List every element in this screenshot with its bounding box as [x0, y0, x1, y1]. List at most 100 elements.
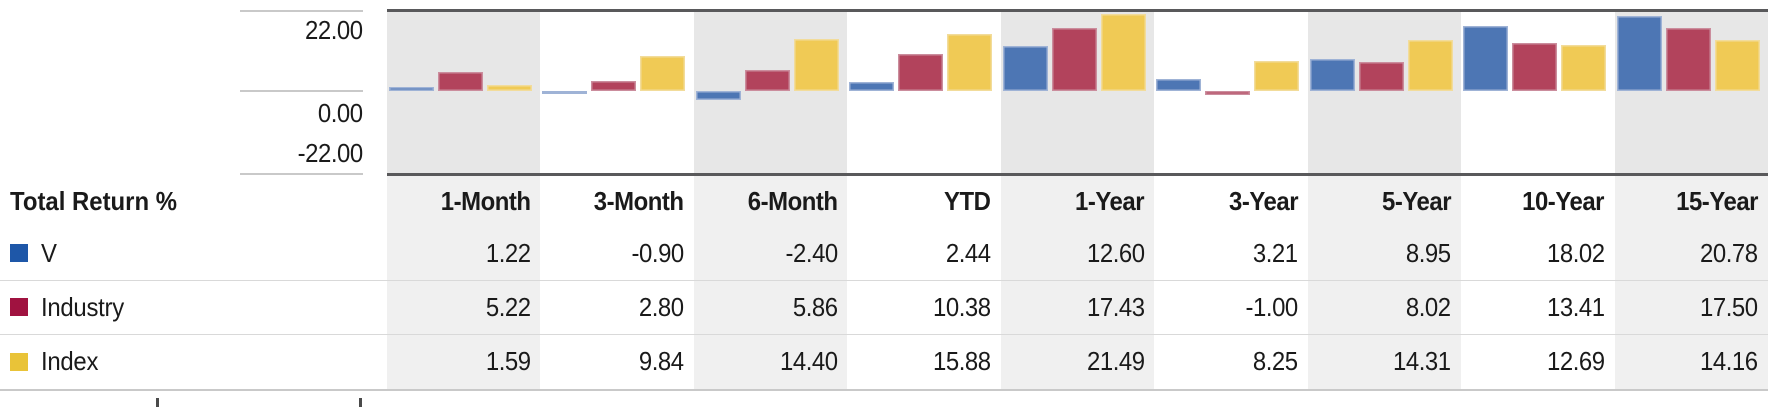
- bar-v-ytd: [849, 82, 895, 91]
- table-band-1-month: [387, 176, 541, 389]
- chart-column-6-month: [693, 12, 848, 173]
- y-axis-tick-0: [240, 90, 363, 92]
- table-row-industry: Industry 5.22 2.80 5.86 10.38 17.43 -1.00 8.02 1…: [0, 280, 1768, 334]
- column-header-10-year: 10-Year: [1522, 185, 1605, 216]
- table-title: Total Return %: [10, 185, 178, 216]
- bar-industry-5-year: [1358, 62, 1404, 91]
- y-axis-label-22: 22.00: [305, 15, 363, 45]
- series-legend-v: V: [0, 238, 387, 269]
- cell-index-15-year: 14.16: [1700, 346, 1758, 376]
- cell-index-6-month: 14.40: [779, 346, 838, 376]
- bar-index-6-month: [793, 39, 839, 91]
- bar-industry-1-month: [438, 72, 483, 91]
- column-header-6-month: 6-Month: [747, 185, 838, 216]
- column-header-3-month: 3-Month: [594, 185, 684, 216]
- chart-column-15-year: [1614, 12, 1768, 173]
- bar-v-5-year: [1309, 59, 1355, 91]
- cell-industry-1-year: 17.43: [1086, 291, 1145, 322]
- bar-index-3-year: [1254, 61, 1300, 91]
- series-legend-index: Index: [0, 346, 387, 377]
- bar-industry-ytd: [898, 54, 944, 91]
- cell-v-1-month: 1.22: [485, 237, 531, 268]
- cell-v-3-month: -0.90: [631, 237, 685, 268]
- cell-index-ytd: 15.88: [933, 346, 991, 376]
- y-axis-label-0: 0.00: [318, 98, 363, 128]
- cell-v-6-month: -2.40: [785, 237, 838, 268]
- column-header-5-year: 5-Year: [1381, 185, 1452, 216]
- cell-industry-6-month: 5.86: [792, 291, 838, 322]
- bar-v-3-month: [542, 91, 588, 94]
- bar-industry-1-year: [1051, 28, 1097, 91]
- cell-v-1-year: 12.60: [1086, 237, 1145, 268]
- bar-industry-10-year: [1512, 43, 1558, 91]
- y-axis-tick-22: [240, 10, 363, 12]
- series-legend-industry: Industry: [0, 292, 387, 323]
- chart-column-1-month: [387, 12, 541, 173]
- table-band-15-year: [1614, 176, 1768, 389]
- cell-industry-10-year: 13.41: [1546, 291, 1605, 322]
- cell-index-1-year: 21.49: [1086, 346, 1145, 376]
- bar-index-10-year: [1561, 45, 1607, 91]
- cell-v-3-year: 3.21: [1252, 237, 1298, 268]
- bottom-tick-mark-2: [359, 398, 362, 407]
- bar-index-3-month: [640, 56, 686, 91]
- chart-column-10-year: [1461, 12, 1614, 173]
- series-label: Industry: [41, 291, 124, 322]
- bar-index-15-year: [1714, 40, 1760, 91]
- cell-index-10-year: 12.69: [1546, 346, 1605, 376]
- bar-v-6-month: [695, 91, 741, 100]
- table-band-6-month: [693, 176, 848, 389]
- table-row-index: Index 1.59 9.84 14.40 15.88 21.49 8.25 14.31 12.…: [0, 334, 1768, 389]
- bar-industry-15-year: [1665, 28, 1711, 91]
- column-header-1-month: 1-Month: [440, 185, 531, 216]
- chart-column-ytd: [847, 12, 1000, 173]
- table-band-1-year: [1000, 176, 1155, 389]
- chart-column-1-year: [1000, 12, 1155, 173]
- cell-industry-5-year: 8.02: [1406, 291, 1452, 322]
- series-label: Index: [41, 346, 99, 376]
- cell-industry-3-year: -1.00: [1245, 291, 1298, 322]
- chart-column-3-month: [540, 12, 693, 173]
- bottom-tick-mark-1: [156, 398, 159, 407]
- bar-industry-6-month: [744, 70, 790, 91]
- cell-industry-15-year: 17.50: [1700, 291, 1758, 322]
- cell-v-10-year: 18.02: [1546, 237, 1605, 268]
- y-axis-tick-neg22: [240, 173, 363, 175]
- series-label: V: [41, 237, 57, 268]
- legend-swatch-v: [10, 244, 28, 262]
- cell-v-5-year: 8.95: [1406, 237, 1452, 268]
- bar-index-1-year: [1100, 14, 1146, 91]
- bar-index-1-month: [487, 85, 532, 91]
- column-header-ytd: YTD: [944, 185, 991, 216]
- table-header-row: Total Return % 1-Month 3-Month 6-Month YTD 1…: [0, 176, 1768, 226]
- table-row-v: V 1.22 -0.90 -2.40 2.44 12.60 3.21 8.95 18.02 20.…: [0, 226, 1768, 280]
- column-header-3-year: 3-Year: [1228, 185, 1299, 216]
- table-band-5-year: [1307, 176, 1462, 389]
- cell-index-1-month: 1.59: [485, 346, 531, 376]
- bar-v-1-month: [389, 87, 434, 91]
- cell-index-3-month: 9.84: [639, 346, 684, 376]
- bar-v-10-year: [1463, 26, 1509, 91]
- cell-v-ytd: 2.44: [946, 237, 991, 268]
- bar-v-15-year: [1616, 16, 1662, 91]
- legend-swatch-index: [10, 352, 28, 371]
- chart-column-3-year: [1154, 12, 1307, 173]
- column-header-1-year: 1-Year: [1075, 185, 1145, 216]
- cell-index-5-year: 14.31: [1393, 346, 1452, 376]
- returns-bar-chart: [387, 9, 1768, 176]
- y-axis-label-neg22: -22.00: [297, 138, 364, 168]
- cell-industry-1-month: 5.22: [485, 291, 531, 322]
- bar-index-5-year: [1407, 40, 1453, 91]
- cell-industry-3-month: 2.80: [639, 291, 684, 322]
- bar-industry-3-month: [591, 81, 637, 91]
- column-header-15-year: 15-Year: [1676, 185, 1758, 216]
- row-separator-2: [0, 334, 1768, 335]
- cell-industry-ytd: 10.38: [933, 291, 991, 322]
- bar-index-ytd: [947, 34, 993, 91]
- chart-column-5-year: [1307, 12, 1462, 173]
- table-bottom-border: [0, 389, 1768, 391]
- cell-v-15-year: 20.78: [1700, 237, 1758, 268]
- cell-index-3-year: 8.25: [1252, 346, 1298, 376]
- bar-v-1-year: [1002, 46, 1048, 91]
